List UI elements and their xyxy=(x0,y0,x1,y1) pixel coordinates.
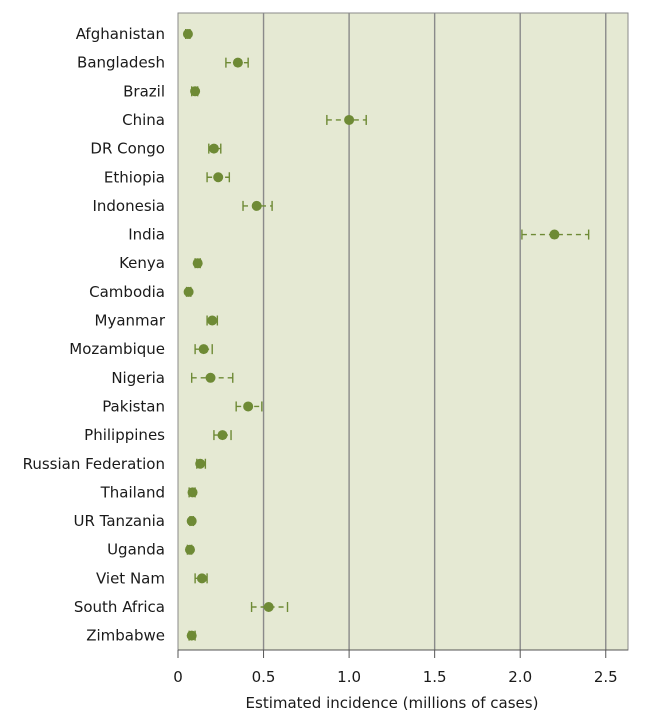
category-label: China xyxy=(122,111,165,129)
category-label: Brazil xyxy=(123,82,165,100)
category-label: Thailand xyxy=(100,483,165,501)
x-axis-title: Estimated incidence (millions of cases) xyxy=(246,694,539,712)
category-label: Mozambique xyxy=(69,340,165,358)
x-tick-label: 2.5 xyxy=(594,668,618,686)
category-label: Russian Federation xyxy=(23,455,165,473)
category-label: UR Tanzania xyxy=(74,512,165,530)
category-label: South Africa xyxy=(74,598,165,616)
plot-background xyxy=(178,13,628,650)
category-label: Zimbabwe xyxy=(86,627,165,645)
category-label: Nigeria xyxy=(111,369,165,387)
category-label: DR Congo xyxy=(90,140,165,158)
category-label: India xyxy=(128,226,165,244)
data-point xyxy=(263,602,274,612)
data-point xyxy=(195,458,206,469)
category-label: Kenya xyxy=(119,254,165,272)
x-tick-label: 2.0 xyxy=(508,668,532,686)
data-point xyxy=(182,29,193,39)
data-point xyxy=(187,487,198,498)
data-point xyxy=(183,286,194,297)
data-point xyxy=(549,229,560,240)
data-point xyxy=(213,172,224,183)
category-label: Cambodia xyxy=(89,283,165,301)
data-point xyxy=(186,630,197,641)
category-label: Pakistan xyxy=(102,397,165,415)
data-point xyxy=(217,430,228,441)
category-label: Ethiopia xyxy=(104,168,165,186)
data-point xyxy=(184,544,195,555)
data-point xyxy=(232,57,243,68)
x-tick-label: 0 xyxy=(173,668,183,686)
data-point xyxy=(196,573,207,584)
data-point xyxy=(344,114,355,125)
data-point xyxy=(208,143,219,154)
x-tick-label: 0.5 xyxy=(252,668,276,686)
data-marks xyxy=(182,29,590,641)
data-point xyxy=(198,344,209,355)
x-tick-label: 1.5 xyxy=(423,668,447,686)
data-point xyxy=(251,200,262,211)
data-point xyxy=(205,372,216,383)
data-point xyxy=(190,86,201,97)
category-label: Indonesia xyxy=(92,197,165,215)
category-label: Afghanistan xyxy=(76,25,165,43)
category-label: Myanmar xyxy=(95,312,166,330)
data-point xyxy=(186,516,197,527)
x-axis-ticks: 0 0.5 1.0 1.5 2.0 2.5 xyxy=(173,650,618,686)
category-label: Viet Nam xyxy=(96,569,165,587)
category-label: Bangladesh xyxy=(77,54,165,72)
x-tick-label: 1.0 xyxy=(337,668,361,686)
data-point xyxy=(192,258,203,269)
category-labels: Afghanistan Bangladesh Brazil China DR Congo… xyxy=(23,25,166,645)
category-label: Uganda xyxy=(107,541,165,559)
category-label: Philippines xyxy=(84,426,165,444)
data-point xyxy=(207,315,218,326)
data-point xyxy=(243,401,254,412)
